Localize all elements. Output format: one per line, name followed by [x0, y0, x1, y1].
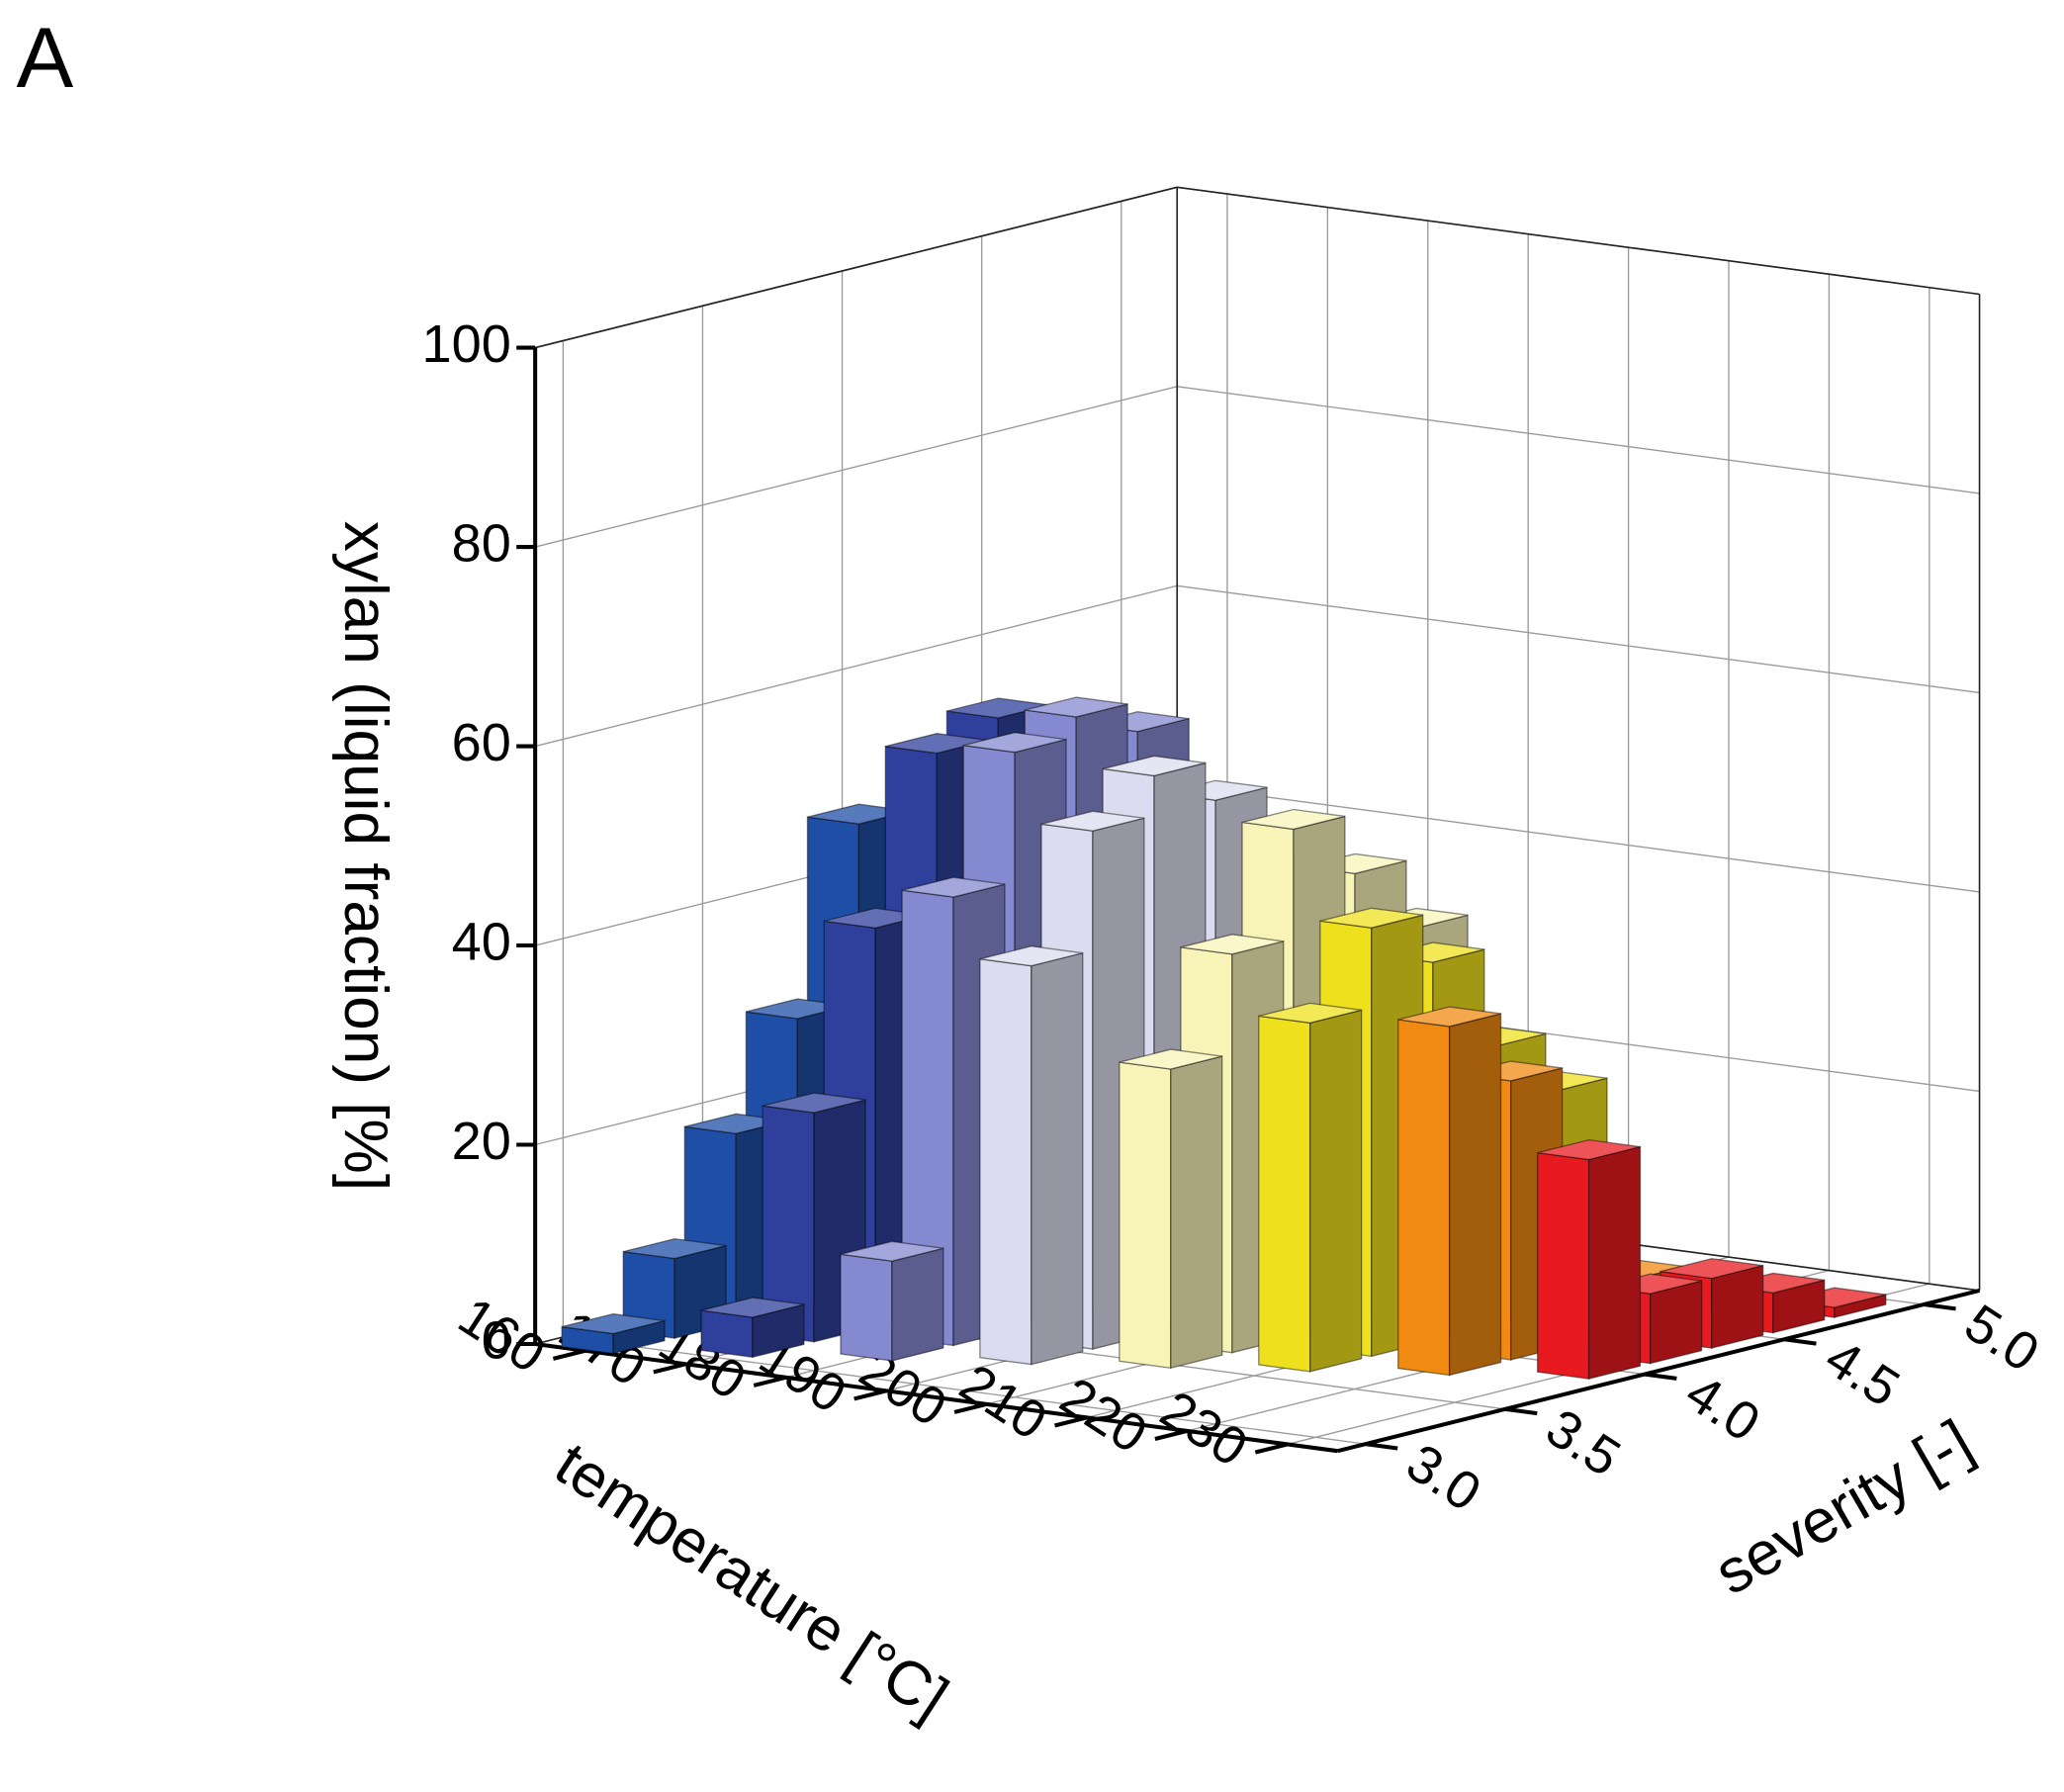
- tick-mark: [1254, 1442, 1289, 1455]
- bar-side: [891, 1247, 944, 1362]
- frame-edge: [1177, 186, 1980, 296]
- tick-mark: [552, 1348, 586, 1361]
- bar-side: [1711, 1264, 1764, 1349]
- bar-top: [1119, 1048, 1222, 1070]
- grid-line: [534, 386, 1178, 548]
- bar-top: [1258, 1002, 1362, 1024]
- axis-line: [534, 1341, 1338, 1454]
- z-axis-title: xylan (liquid fraction) [%]: [331, 521, 400, 1191]
- axis-line: [1336, 1288, 1981, 1454]
- z-tick-label: 100: [422, 314, 511, 374]
- frame-edge: [534, 186, 1178, 349]
- panel-label: A: [16, 11, 73, 106]
- x-axis-title: temperature [°C]: [543, 1430, 959, 1734]
- x-tick-label: 230: [1150, 1380, 1257, 1478]
- bar-side: [1170, 1055, 1223, 1370]
- z-tick-label: 60: [452, 713, 511, 772]
- tick-mark: [1053, 1415, 1088, 1428]
- bar-top: [1241, 808, 1346, 831]
- bar-front: [1536, 1151, 1590, 1380]
- bar-top: [561, 1312, 666, 1335]
- bar-top: [1319, 907, 1423, 929]
- tick-mark: [953, 1401, 988, 1414]
- grid-line: [534, 584, 1178, 748]
- bar-top: [762, 1092, 866, 1114]
- bar-top: [1180, 934, 1284, 955]
- bar-front: [840, 1253, 893, 1362]
- tick-mark: [1783, 1337, 1817, 1346]
- tick-mark: [653, 1362, 686, 1375]
- bar-side: [1031, 951, 1084, 1366]
- tick-mark: [753, 1375, 787, 1388]
- x-tick-label: 160: [448, 1287, 555, 1385]
- y-tick-label: 5.0: [1954, 1294, 2049, 1384]
- bar-top: [1025, 696, 1128, 718]
- tick-mark: [853, 1389, 887, 1401]
- bar-front: [1119, 1061, 1172, 1370]
- grid-line: [1177, 784, 1980, 893]
- tick-mark: [1504, 1406, 1538, 1416]
- bar-top: [1537, 1138, 1641, 1161]
- bar-top: [1040, 810, 1145, 832]
- z-tick-label: 20: [452, 1112, 511, 1171]
- bar-side: [1587, 1145, 1642, 1381]
- bar-side: [1309, 1009, 1363, 1373]
- bar-front: [1258, 1015, 1311, 1373]
- tick-mark: [1923, 1302, 1956, 1311]
- grid-line: [563, 1336, 1366, 1445]
- z-tick-label: 0: [482, 1310, 511, 1370]
- z-tick-label: 80: [452, 513, 511, 573]
- bar-top: [901, 876, 1006, 898]
- bar-top: [623, 1237, 727, 1260]
- y-tick-label: 3.5: [1536, 1397, 1631, 1487]
- bar-top: [1660, 1258, 1763, 1280]
- bar-top: [979, 945, 1083, 967]
- bar-front: [700, 1309, 754, 1359]
- x-tick-label: 220: [1050, 1367, 1157, 1465]
- y-tick-label: 4.0: [1675, 1363, 1770, 1453]
- bar-side: [1649, 1280, 1703, 1365]
- tick-mark: [1644, 1372, 1677, 1381]
- bar-top: [700, 1297, 805, 1318]
- bar-side: [1448, 1013, 1502, 1377]
- bar-front: [1397, 1019, 1451, 1377]
- z-tick-label: 40: [452, 912, 511, 971]
- y-tick-label: 4.5: [1815, 1328, 1910, 1418]
- tick-mark: [1154, 1428, 1188, 1441]
- grid-line: [1177, 386, 1980, 494]
- bar-front: [979, 957, 1032, 1366]
- bar-top: [840, 1240, 944, 1262]
- x-tick-label: 210: [949, 1353, 1056, 1451]
- y-tick-label: 3.0: [1396, 1433, 1491, 1523]
- bar-top: [1102, 755, 1207, 777]
- bar-top: [1397, 1006, 1501, 1028]
- grid-line: [1177, 584, 1980, 694]
- bar-top: [963, 732, 1067, 754]
- tick-mark: [1365, 1442, 1398, 1451]
